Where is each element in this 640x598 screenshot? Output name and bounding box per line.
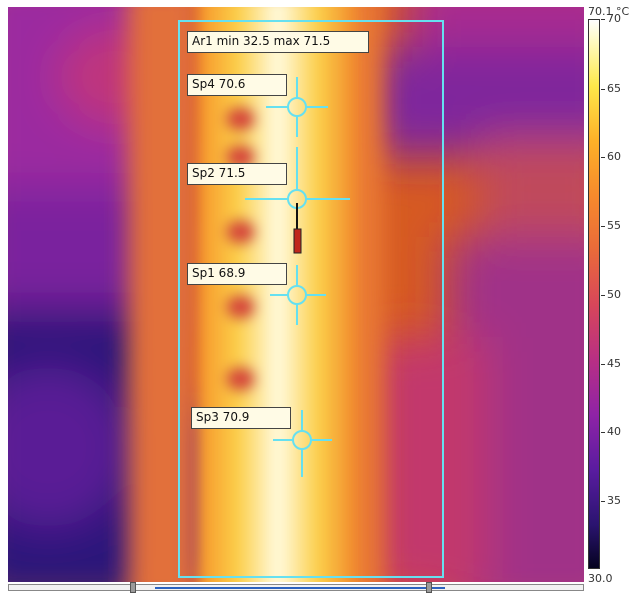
range-slider[interactable] <box>8 582 584 593</box>
range-slider-selection <box>155 587 445 589</box>
thermal-rendering <box>8 7 584 582</box>
colorbar-tick-label: 50 <box>607 288 621 301</box>
area-ar1-box[interactable] <box>178 20 444 578</box>
spot-sp3-marker[interactable] <box>273 410 332 477</box>
mouse-cursor-icon <box>293 203 302 254</box>
spot-sp1-marker[interactable] <box>270 265 326 325</box>
spot-sp4-label: Sp4 70.6 <box>187 74 287 96</box>
colorbar-max-label: 70.1 °C <box>588 5 630 18</box>
colorbar-tick-label: 40 <box>607 425 621 438</box>
colorbar-tick-label: 65 <box>607 82 621 95</box>
spot-overlays <box>245 77 350 477</box>
colorbar-tick-label: 70 <box>607 12 621 25</box>
colorbar-tick <box>601 364 605 365</box>
range-slider-right-handle[interactable] <box>426 582 432 593</box>
spot-sp2-label: Sp2 71.5 <box>187 163 287 185</box>
colorbar-tick <box>601 295 605 296</box>
colorbar-tick <box>601 19 605 20</box>
thermal-image[interactable]: Ar1 min 32.5 max 71.5 Sp4 70.6 Sp2 71.5 … <box>8 7 584 582</box>
colorbar-tick <box>601 157 605 158</box>
colorbar-min-label: 30.0 <box>588 572 613 585</box>
colorbar-tick-label: 35 <box>607 494 621 507</box>
spot-sp4-marker[interactable] <box>266 77 328 137</box>
colorbar-tick <box>601 432 605 433</box>
colorbar <box>588 19 600 569</box>
colorbar-tick-label: 60 <box>607 150 621 163</box>
colorbar-tick-label: 45 <box>607 357 621 370</box>
range-slider-left-handle[interactable] <box>130 582 136 593</box>
colorbar-tick <box>601 226 605 227</box>
colorbar-tick-label: 55 <box>607 219 621 232</box>
area-ar1-label: Ar1 min 32.5 max 71.5 <box>187 31 369 53</box>
colorbar-tick <box>601 501 605 502</box>
spot-sp1-label: Sp1 68.9 <box>187 263 287 285</box>
colorbar-tick <box>601 89 605 90</box>
spot-sp3-label: Sp3 70.9 <box>191 407 291 429</box>
